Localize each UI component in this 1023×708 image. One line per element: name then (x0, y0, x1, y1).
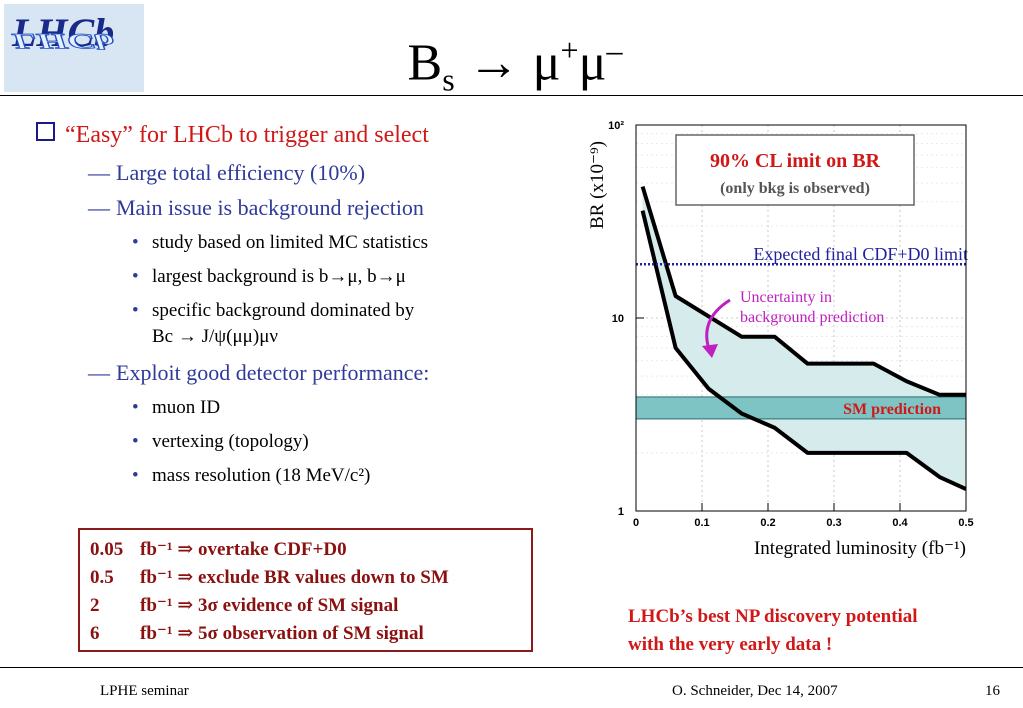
sub-bullet-background: — Main issue is background rejection (88, 195, 424, 220)
sm-prediction-label: SM prediction (843, 401, 941, 418)
bullet-bc-decay: Bc → J/ψ(μμ)μν (152, 326, 278, 347)
bullet-mass-resolution: • mass resolution (18 MeV/c²) (132, 465, 371, 486)
footer-page-number: 16 (985, 683, 1000, 699)
conclusion-line: with the very early data ! (628, 634, 833, 655)
expected-limit-label: Expected final CDF+D0 limit (753, 244, 968, 264)
luminosity-results-box: 0.05 fb⁻¹ ⇒ overtake CDF+D0 0.5 fb⁻¹ ⇒ exc… (78, 528, 533, 652)
result-row: 2 fb⁻¹ ⇒ 3σ evidence of SM signal (90, 595, 399, 616)
uncertainty-band (642, 186, 966, 490)
conclusion-line: LHCb’s best NP discovery potential (628, 606, 918, 627)
footer-center: O. Schneider, Dec 14, 2007 (672, 683, 838, 699)
y-tick-label: 10 (612, 313, 624, 325)
result-row: 0.05 fb⁻¹ ⇒ overtake CDF+D0 (90, 539, 347, 560)
square-bullet-icon (36, 122, 55, 141)
arrow-head-icon (702, 344, 718, 358)
bullet-vertexing: • vertexing (topology) (132, 431, 309, 452)
slide-title: Bs → μ+μ– (407, 32, 623, 98)
y-tick-label: 10² (608, 120, 624, 132)
result-row: 0.5 fb⁻¹ ⇒ exclude BR values down to SM (90, 567, 449, 588)
footer-left: LPHE seminar (100, 683, 189, 699)
x-tick-label: 0.5 (958, 517, 973, 529)
x-tick-label: 0.1 (694, 517, 709, 529)
logo-text-bottom: LHCb (11, 29, 114, 54)
lhcb-logo: LHCb LHCb (4, 4, 144, 92)
bullet-specific-background: • specific background dominated by (132, 300, 415, 321)
main-bullet: “Easy” for LHCb to trigger and select (36, 122, 429, 149)
x-tick-label: 0.2 (760, 517, 775, 529)
limit-curve (640, 185, 966, 397)
bullet-muon-id: • muon ID (132, 397, 221, 418)
x-axis-label: Integrated luminosity (fb⁻¹) (754, 538, 966, 559)
plot-svg: SM prediction Expected final CDF+D0 limit… (587, 120, 974, 559)
conclusion-text: LHCb’s best NP discovery potential with … (628, 603, 918, 659)
title-divider (0, 95, 1023, 96)
uncertainty-label: background prediction (740, 309, 884, 326)
x-tick-label: 0.4 (892, 517, 908, 529)
sub-bullet-detector: — Exploit good detector performance: (88, 360, 430, 385)
result-row: 6 fb⁻¹ ⇒ 5σ observation of SM signal (90, 623, 424, 644)
cl-limit-subtitle: (only bkg is observed) (720, 180, 870, 197)
logo-text-top: LHCb (11, 10, 114, 55)
y-tick-label: 1 (618, 506, 624, 518)
footer-divider (0, 667, 1023, 668)
br-limit-plot: SM prediction Expected final CDF+D0 limit… (580, 110, 1023, 560)
cl-limit-box (675, 134, 915, 206)
bullet-mc-statistics: • study based on limited MC statistics (132, 232, 429, 253)
x-tick-label: 0.3 (826, 517, 841, 529)
lhcb-logo-graphic: LHCb LHCb (10, 10, 115, 55)
cl-limit-title: 90% CL imit on BR (710, 150, 881, 172)
limit-curve (640, 210, 967, 491)
y-axis-label: BR (x10⁻⁹) (587, 141, 608, 229)
x-tick-label: 0 (633, 517, 639, 529)
uncertainty-label: Uncertainty in (740, 289, 832, 306)
bullet-largest-background: • largest background is b→μ, b→μ (132, 266, 406, 287)
sub-bullet-efficiency: — Large total efficiency (10%) (88, 160, 366, 185)
